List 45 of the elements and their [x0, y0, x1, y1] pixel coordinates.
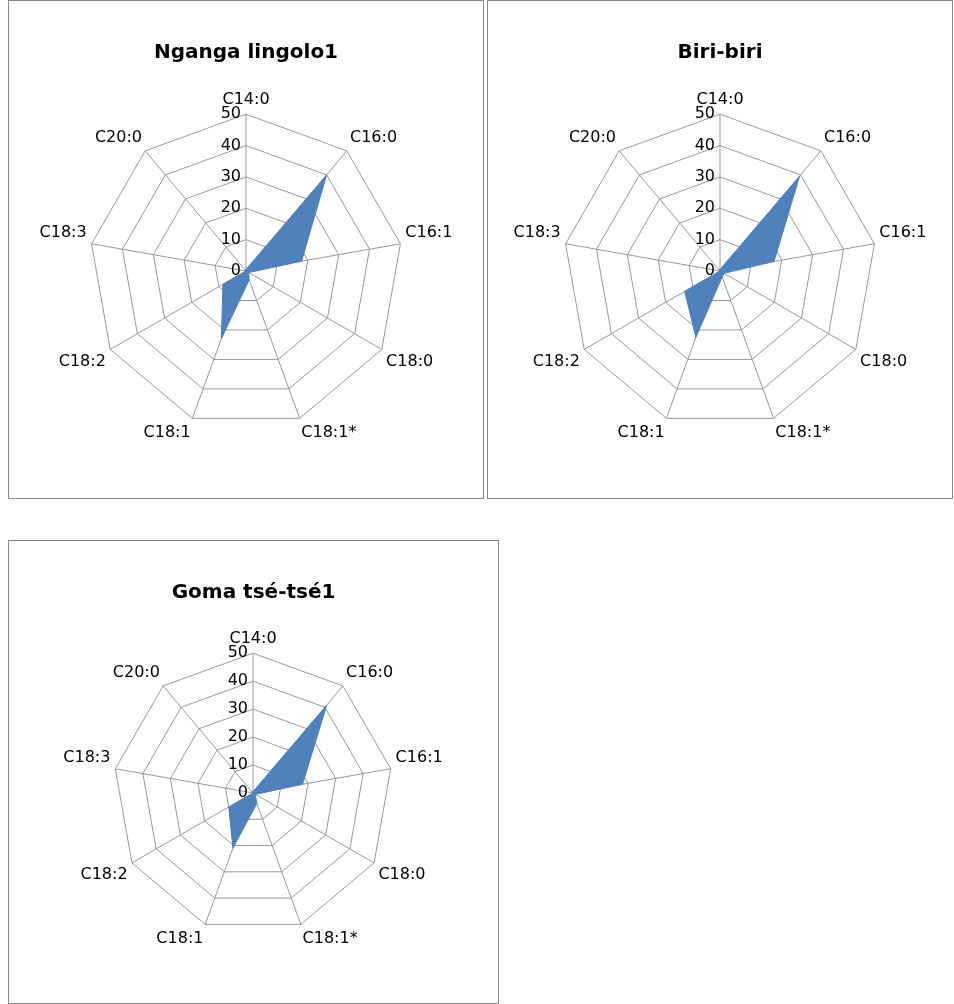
spoke-label: C16:0 [350, 126, 398, 146]
y-tick-label: 50 [227, 642, 248, 662]
spoke-label: C18:3 [63, 747, 111, 767]
spoke-label: C16:1 [395, 747, 443, 767]
spoke-label: C18:1* [775, 421, 831, 441]
y-tick-label: 40 [694, 134, 715, 154]
spoke-label: C18:2 [532, 350, 580, 370]
spoke-label: C18:3 [513, 222, 561, 242]
spoke-label: C20:0 [568, 126, 616, 146]
y-tick-label: 20 [220, 197, 241, 217]
spoke-label: C18:1 [617, 421, 665, 441]
spoke-label: C18:0 [378, 864, 426, 884]
y-tick-label: 0 [230, 260, 241, 280]
spoke-label: C18:1* [301, 421, 357, 441]
spoke-label: C16:0 [824, 126, 872, 146]
chart-title: Nganga lingolo1 [153, 39, 339, 64]
spoke-label: C18:1 [156, 927, 204, 947]
y-tick-label: 30 [220, 166, 241, 186]
y-tick-label: 40 [220, 134, 241, 154]
y-tick-label: 0 [237, 782, 248, 802]
spoke-label: C18:3 [39, 222, 87, 242]
spoke-label: C18:0 [860, 350, 908, 370]
spoke-label: C16:1 [879, 222, 927, 242]
spoke-label: C16:1 [405, 222, 453, 242]
spoke-label: C20:0 [94, 126, 142, 146]
y-tick-label: 50 [694, 103, 715, 123]
y-tick-label: 20 [227, 726, 248, 746]
chart-title: Goma tsé-tsé1 [171, 579, 336, 604]
spoke-label: C18:2 [80, 864, 128, 884]
spoke-label: C18:1* [302, 927, 358, 947]
spoke-label: C18:0 [386, 350, 434, 370]
y-tick-label: 20 [694, 197, 715, 217]
y-tick-label: 10 [694, 228, 715, 248]
spoke-label: C18:1 [143, 421, 191, 441]
y-tick-label: 40 [227, 670, 248, 690]
spoke-label: C16:0 [346, 661, 394, 681]
y-tick-label: 50 [220, 103, 241, 123]
chart-title: Biri-biri [677, 39, 763, 64]
spoke-label: C18:2 [58, 350, 106, 370]
y-tick-label: 30 [227, 698, 248, 718]
y-tick-label: 10 [227, 754, 248, 774]
y-tick-label: 0 [704, 260, 715, 280]
y-tick-label: 10 [220, 228, 241, 248]
y-tick-label: 30 [694, 166, 715, 186]
spoke-label: C20:0 [112, 661, 160, 681]
